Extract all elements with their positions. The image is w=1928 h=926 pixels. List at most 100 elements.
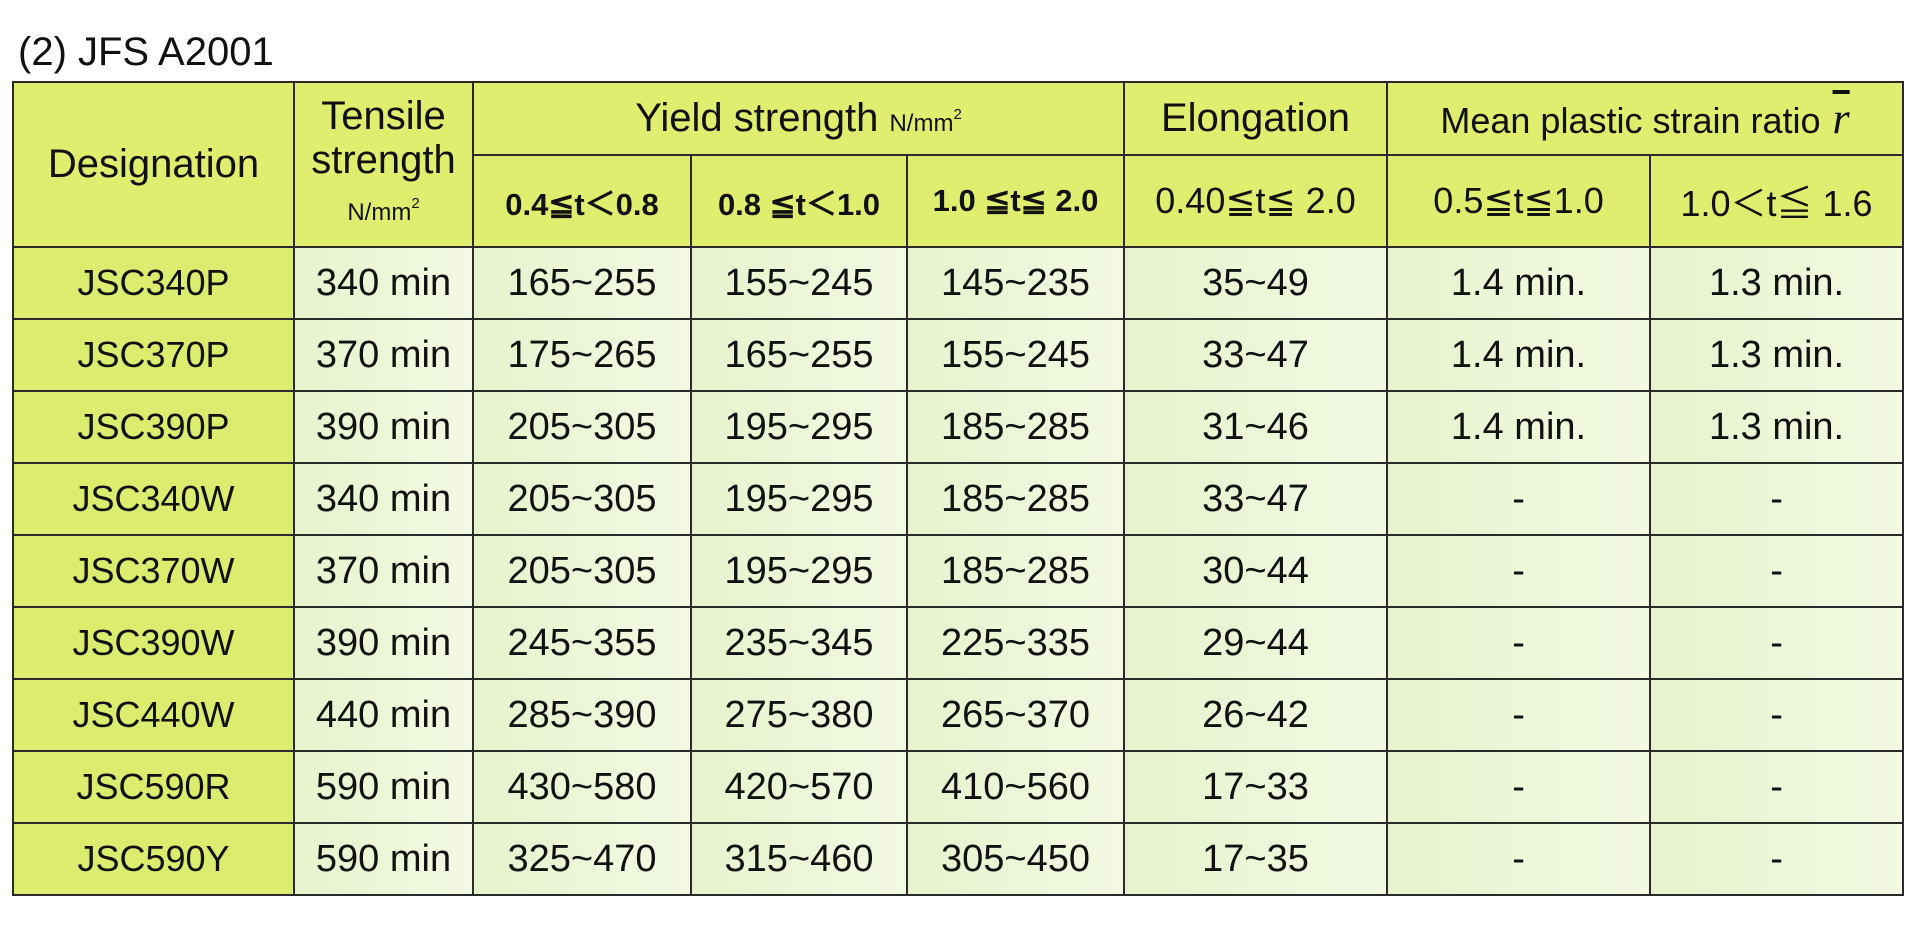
header-text: Tensile: [321, 94, 446, 138]
data-cell: 205~305: [472, 390, 692, 464]
data-cell: 325~470: [472, 822, 692, 896]
data-cell: -: [1386, 606, 1652, 680]
data-cell: -: [1649, 750, 1905, 824]
data-cell: 205~305: [472, 462, 692, 536]
table-row: JSC390W 390 min 245~355 235~345 225~335 29~44…: [12, 606, 1905, 680]
data-cell: 225~335: [905, 606, 1126, 680]
data-cell: 31~46: [1123, 390, 1389, 464]
data-cell: 17~35: [1123, 822, 1389, 896]
header-cell: Yield strength N/mm2: [471, 81, 1126, 156]
data-cell: 275~380: [690, 678, 908, 752]
r-symbol: r: [1832, 94, 1850, 143]
title: (2) JFS A2001: [18, 30, 274, 74]
data-cell: 235~345: [690, 606, 908, 680]
data-cell: 29~44: [1123, 606, 1389, 680]
header-text: Designation: [47, 142, 260, 186]
spec-table: Designation Tensile strength N/mm2 Yield…: [12, 81, 1905, 896]
data-cell: 33~47: [1123, 318, 1389, 392]
table-row: JSC590R 590 min 430~580 420~570 410~560 17~33…: [12, 750, 1905, 824]
header-cell: Mean plastic strain ratio r: [1386, 81, 1905, 156]
data-cell: 390 min: [293, 606, 474, 680]
table-row: JSC440W 440 min 285~390 275~380 265~370 26~42…: [12, 678, 1905, 752]
data-cell: -: [1386, 750, 1652, 824]
designation-cell: JSC390P: [12, 390, 295, 464]
data-cell: -: [1649, 678, 1905, 752]
table-row: JSC370P 370 min 175~265 165~255 155~245 33~47…: [12, 318, 1905, 392]
data-cell: 175~265: [472, 318, 692, 392]
data-cell: 17~33: [1123, 750, 1389, 824]
data-cell: 340 min: [293, 246, 474, 320]
header-cell: Elongation: [1123, 81, 1389, 156]
data-cell: 145~235: [905, 246, 1126, 320]
unit: N/mm: [889, 110, 954, 137]
data-cell: 245~355: [472, 606, 692, 680]
data-cell: 440 min: [293, 678, 474, 752]
data-cell: 30~44: [1123, 534, 1389, 608]
header-text: Mean plastic strain ratio: [1440, 100, 1821, 141]
data-cell: -: [1386, 678, 1652, 752]
table-body: JSC340P 340 min 165~255 155~245 145~235 35~49…: [12, 246, 1905, 896]
header-text: Yield strength: [635, 96, 879, 140]
data-cell: 185~285: [905, 462, 1126, 536]
subheader-cell: 0.5≦t≦1.0: [1386, 154, 1652, 248]
data-cell: 165~255: [472, 246, 692, 320]
data-cell: 1.4 min.: [1386, 390, 1652, 464]
data-cell: -: [1386, 822, 1652, 896]
subheader-cell: 0.40≦t≦ 2.0: [1123, 154, 1389, 248]
designation-cell: JSC390W: [12, 606, 295, 680]
data-cell: 370 min: [293, 534, 474, 608]
data-cell: 1.4 min.: [1386, 318, 1652, 392]
data-cell: 35~49: [1123, 246, 1389, 320]
data-cell: 590 min: [293, 750, 474, 824]
table-row: JSC590Y 590 min 325~470 315~460 305~450 17~35…: [12, 822, 1905, 896]
designation-cell: JSC370W: [12, 534, 295, 608]
table-row: JSC370W 370 min 205~305 195~295 185~285 30~44…: [12, 534, 1905, 608]
data-cell: 305~450: [905, 822, 1126, 896]
unit: N/mm: [347, 199, 412, 226]
data-cell: 1.4 min.: [1386, 246, 1652, 320]
data-cell: -: [1649, 606, 1905, 680]
designation-cell: JSC370P: [12, 318, 295, 392]
data-cell: 1.3 min.: [1649, 246, 1905, 320]
designation-cell: JSC340P: [12, 246, 295, 320]
designation-cell: JSC590Y: [12, 822, 295, 896]
data-cell: -: [1649, 822, 1905, 896]
unit-exponent: 2: [953, 106, 962, 123]
designation-cell: JSC340W: [12, 462, 295, 536]
designation-cell: JSC440W: [12, 678, 295, 752]
data-cell: 155~245: [905, 318, 1126, 392]
table-row: JSC390P 390 min 205~305 195~295 185~285 31~46…: [12, 390, 1905, 464]
data-cell: 165~255: [690, 318, 908, 392]
data-cell: 430~580: [472, 750, 692, 824]
data-cell: -: [1386, 462, 1652, 536]
data-cell: 370 min: [293, 318, 474, 392]
header-text: Elongation: [1160, 96, 1351, 140]
subheader-cell: 1.0＜t≦ 1.6: [1649, 154, 1905, 248]
subheader-row: 0.4≦t＜0.8 0.8 ≦t＜1.0 1.0 ≦t≦ 2.0 0.40≦t≦ 2.…: [13, 154, 1905, 248]
data-cell: 265~370: [905, 678, 1126, 752]
data-cell: -: [1386, 534, 1652, 608]
data-cell: 340 min: [293, 462, 474, 536]
data-cell: 185~285: [905, 390, 1126, 464]
data-cell: 155~245: [690, 246, 908, 320]
data-cell: 285~390: [472, 678, 692, 752]
data-cell: 590 min: [293, 822, 474, 896]
table-row: JSC340W 340 min 205~305 195~295 185~285 33~47…: [12, 462, 1905, 536]
data-cell: -: [1649, 462, 1905, 536]
data-cell: 195~295: [690, 390, 908, 464]
data-cell: 195~295: [690, 462, 908, 536]
data-cell: 195~295: [690, 534, 908, 608]
data-cell: 315~460: [690, 822, 908, 896]
data-cell: 26~42: [1123, 678, 1389, 752]
subheader-cell: 0.8 ≦t＜1.0: [690, 154, 908, 248]
data-cell: 410~560: [905, 750, 1126, 824]
data-cell: 390 min: [293, 390, 474, 464]
data-cell: 33~47: [1123, 462, 1389, 536]
data-cell: 205~305: [472, 534, 692, 608]
data-cell: 1.3 min.: [1649, 390, 1905, 464]
data-cell: 1.3 min.: [1649, 318, 1905, 392]
header-text: strength: [311, 138, 456, 182]
subheader-cell: 0.4≦t＜0.8: [472, 154, 692, 248]
header-cell: Tensile strength N/mm2: [293, 81, 474, 248]
